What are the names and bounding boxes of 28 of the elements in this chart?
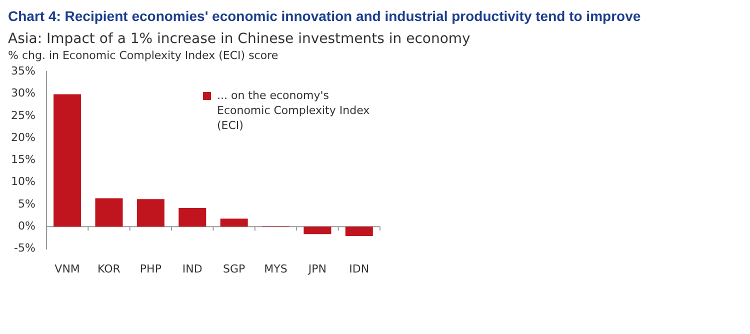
y-tick-label: 20% (10, 130, 36, 144)
y-tick-label: 10% (10, 175, 36, 188)
bar (220, 218, 248, 227)
bar (345, 226, 373, 236)
x-tick-label: KOR (98, 262, 121, 276)
y-tick-label: -5% (14, 242, 36, 255)
bar (54, 94, 82, 227)
y-tick-label: 0% (18, 220, 36, 233)
x-tick-label: PHP (140, 262, 162, 276)
x-tick-label: IND (182, 262, 202, 276)
y-tick-label: 30% (10, 86, 36, 100)
y-tick-label: 25% (10, 108, 36, 122)
x-tick-label: MYS (264, 262, 288, 276)
y-tick-label: 35% (10, 64, 36, 78)
chart-title: Chart 4: Recipient economies' economic innovation and industrial productivity tend to improve (8, 8, 642, 24)
x-tick-label: SGP (223, 262, 246, 276)
y-tick-label: 15% (10, 153, 36, 166)
y-tick-label: 5% (18, 197, 36, 210)
legend-label: ... on the economy's Economic Complexity Index (ECI) (217, 88, 371, 133)
bar (95, 198, 123, 227)
y-axis-title: % chg. in Economic Complexity Index (ECI) score (8, 49, 280, 62)
bar (304, 226, 332, 234)
x-tick-label: VNM (54, 262, 80, 276)
bar (178, 208, 206, 227)
x-tick-label: JPN (307, 262, 327, 276)
bar (136, 199, 164, 227)
chart-subtitle: Asia: Impact of a 1% increase in Chinese investments in economy (8, 30, 472, 49)
x-tick-label: IDN (349, 262, 370, 276)
